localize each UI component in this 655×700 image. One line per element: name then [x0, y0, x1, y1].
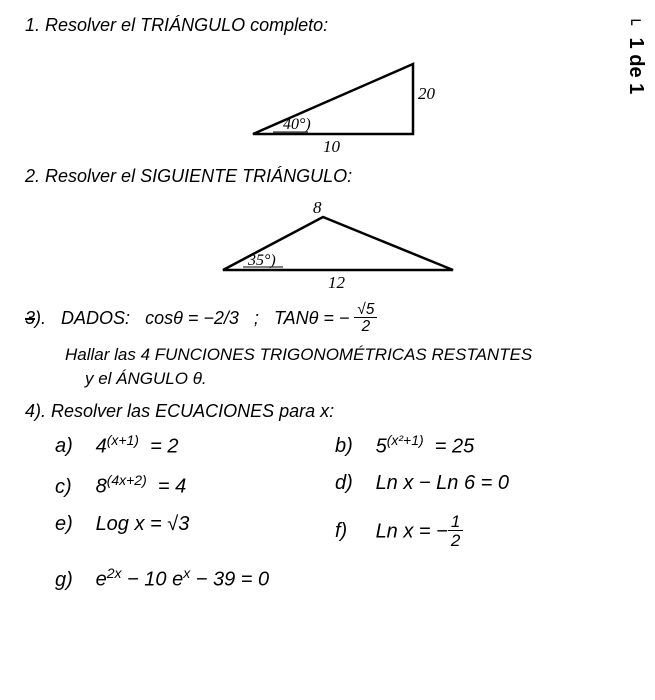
eq-f-den: 2: [448, 531, 463, 551]
triangle-1-hyp: 20: [418, 84, 436, 103]
problem-1-number: 1.: [25, 15, 40, 35]
problem-4-text: Resolver las ECUACIONES para x:: [51, 401, 334, 421]
eq-row-cd: c) 8(4x+2) = 4 d) Ln x − Ln 6 = 0: [55, 472, 630, 499]
eq-f: f) Ln x = − 1 2: [335, 513, 463, 551]
problem-3-tan: TANθ = −: [274, 308, 349, 328]
eq-b-eq: = 25: [435, 435, 474, 457]
problem-3-number-struck: 3: [25, 308, 35, 328]
problem-2-header: 2. Resolver el SIGUIENTE TRIÁNGULO:: [25, 166, 630, 187]
problem-2-text: Resolver el SIGUIENTE TRIÁNGULO:: [45, 166, 352, 186]
problem-4-number: 4).: [25, 401, 46, 421]
problem-3-cos: cosθ = −2/3: [145, 308, 239, 328]
problem-1-header: 1. Resolver el TRIÁNGULO completo:: [25, 15, 630, 36]
problem-3-sep: ;: [254, 308, 259, 328]
eq-g-base: e: [96, 569, 107, 591]
eq-f-lhs: Ln x = −: [376, 520, 448, 542]
triangle-2-container: 35°) 8 12: [25, 195, 630, 290]
eq-e-label: e): [55, 513, 90, 536]
eq-a: a) 4(x+1) = 2: [55, 432, 335, 459]
triangle-2-top: 8: [313, 198, 322, 217]
problem-3-line3: y el ÁNGULO θ.: [85, 369, 630, 389]
problem-3-tan-den: 2: [354, 318, 377, 336]
eq-a-label: a): [55, 435, 90, 458]
eq-a-eq: = 2: [150, 435, 178, 457]
problem-3-tan-num: √5: [354, 302, 377, 318]
eq-f-label: f): [335, 520, 370, 543]
problem-2-number: 2.: [25, 166, 40, 186]
eq-g-exp: 2x: [107, 565, 122, 581]
triangle-2-base: 12: [328, 273, 346, 290]
eq-g-mid: − 10 e: [121, 569, 183, 591]
eq-a-base: 4: [96, 435, 107, 457]
eq-c: c) 8(4x+2) = 4: [55, 472, 335, 499]
problem-3-tan-frac: √5 2: [354, 302, 377, 337]
eq-g: g) e2x − 10 ex − 39 = 0: [55, 565, 269, 592]
problem-2: 2. Resolver el SIGUIENTE TRIÁNGULO: 35°)…: [25, 166, 630, 290]
problem-3-line2: Hallar las 4 FUNCIONES TRIGONOMÉTRICAS R…: [65, 345, 630, 365]
eq-f-frac: 1 2: [448, 513, 463, 551]
eq-f-num: 1: [448, 513, 463, 531]
triangle-2-angle: 35°): [247, 252, 276, 269]
triangle-1-angle: 40°): [283, 116, 311, 133]
problem-1-text: Resolver el TRIÁNGULO completo:: [45, 15, 328, 35]
eq-c-base: 8: [96, 476, 107, 498]
eq-e-expr: Log x = √3: [96, 513, 190, 535]
eq-a-exp: (x+1): [107, 432, 139, 448]
triangle-1-svg: 40°) 10 20: [213, 44, 443, 154]
problem-3-paren: ).: [35, 308, 46, 328]
eq-c-eq: = 4: [158, 476, 186, 498]
eq-b-exp: (x²+1): [387, 432, 424, 448]
triangle-1-base: 10: [323, 137, 341, 154]
eq-c-label: c): [55, 476, 90, 499]
eq-b: b) 5(x²+1) = 25: [335, 432, 474, 459]
triangle-1-container: 40°) 10 20: [25, 44, 630, 154]
eq-b-base: 5: [376, 435, 387, 457]
eq-g-tail: − 39 = 0: [190, 569, 269, 591]
eq-row-ab: a) 4(x+1) = 2 b) 5(x²+1) = 25: [55, 432, 630, 459]
problem-4-header: 4). Resolver las ECUACIONES para x:: [25, 401, 630, 422]
page-indicator: ⌐ 1 de 1: [624, 10, 647, 94]
eq-b-label: b): [335, 435, 370, 458]
eq-row-g: g) e2x − 10 ex − 39 = 0: [55, 565, 630, 592]
triangle-1-shape: [253, 64, 413, 134]
problem-1: 1. Resolver el TRIÁNGULO completo: 40°) …: [25, 15, 630, 154]
eq-row-ef: e) Log x = √3 f) Ln x = − 1 2: [55, 513, 630, 551]
eq-d-label: d): [335, 472, 370, 495]
triangle-2-svg: 35°) 8 12: [188, 195, 468, 290]
eq-e: e) Log x = √3: [55, 513, 335, 551]
eq-d: d) Ln x − Ln 6 = 0: [335, 472, 509, 499]
eq-c-exp: (4x+2): [107, 472, 147, 488]
eq-d-expr: Ln x − Ln 6 = 0: [376, 472, 509, 494]
eq-g-label: g): [55, 569, 90, 592]
problem-3: 3). DADOS: cosθ = −2/3 ; TANθ = − √5 2: [25, 302, 630, 337]
problem-3-dados: DADOS:: [61, 308, 130, 328]
